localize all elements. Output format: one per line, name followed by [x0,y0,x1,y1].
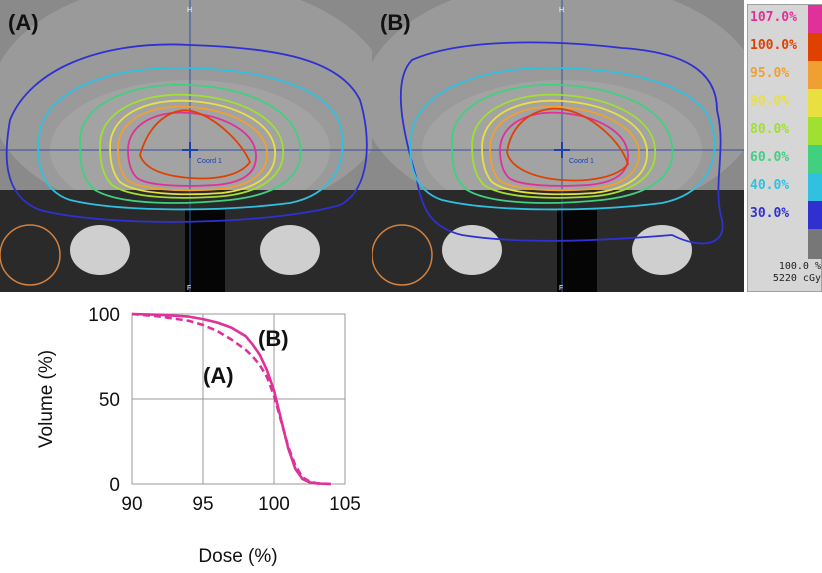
ct-panel-a: Coord 1 H F (A) [0,0,372,292]
x-tick-label: 105 [329,494,361,515]
ct-image-a: Coord 1 H F [0,0,372,292]
legend-item-swatch [808,201,822,229]
legend-item-label: 80.0% [750,122,790,137]
legend-item-label: 60.0% [750,150,790,165]
y-tick-label: 100 [88,305,120,326]
legend-item: 107.0% [748,5,822,33]
legend-item-label: 100.0% [750,38,797,53]
dvh-chart: 90 95 100 105 0 50 100 Dose (%) Volume (%) (A)… [36,305,361,567]
x-tick-label: 95 [192,494,213,515]
y-axis-title: Volume (%) [36,350,57,448]
isodose-legend: 107.0% 100.0% 95.0% 90.0% 80.0% 60.0% 40.0% 30.… [747,4,822,292]
legend-footer-percent: 100.0 % [778,261,821,272]
legend-item-swatch [808,173,822,201]
series-line-b [131,312,331,486]
marker-top-a: H [187,7,192,14]
series-label-b: (B) [258,326,289,351]
y-tick-label: 50 [99,390,120,411]
series-label-a: (A) [203,363,234,388]
panel-label-a: (A) [8,10,39,35]
legend-item: 90.0% [748,89,822,117]
legend-item-swatch [808,33,822,61]
legend-item: 30.0% [748,201,822,229]
legend-item-label: 30.0% [750,206,790,221]
x-tick-label: 100 [258,494,290,515]
legend-footer-dose: 5220 cGy [772,273,821,284]
chart-grid [131,313,346,485]
legend-item-label: 107.0% [750,10,797,25]
legend-item-swatch [808,89,822,117]
coord-label-b: Coord 1 [569,158,594,165]
legend-item-label: 90.0% [750,94,790,109]
legend-item: 95.0% [748,61,822,89]
marker-bottom-a: F [187,285,191,292]
legend-item-label: 40.0% [750,178,790,193]
legend-grey-swatch [808,229,822,259]
x-axis-title: Dose (%) [198,546,277,567]
coord-label-a: Coord 1 [197,158,222,165]
ct-panel-b: Coord 1 H F (B) [372,0,744,292]
chart-series [131,312,331,486]
y-tick-label: 0 [109,475,120,496]
legend-item-swatch [808,117,822,145]
marker-bottom-b: F [559,285,563,292]
marker-top-b: H [559,7,564,14]
legend-item: 60.0% [748,145,822,173]
legend-item-swatch [808,61,822,89]
legend-item-swatch [808,145,822,173]
legend-item: 40.0% [748,173,822,201]
legend-item-label: 95.0% [750,66,790,81]
legend-item: 80.0% [748,117,822,145]
series-line-a [131,312,331,486]
legend-item-swatch [808,5,822,33]
x-tick-label: 90 [121,494,142,515]
chart-ticks: 90 95 100 105 0 50 100 [88,305,361,515]
legend-item: 100.0% [748,33,822,61]
ct-image-b: Coord 1 H F [372,0,744,292]
legend-footer: 100.0 % 5220 cGy [748,261,821,285]
panel-label-b: (B) [380,10,411,35]
